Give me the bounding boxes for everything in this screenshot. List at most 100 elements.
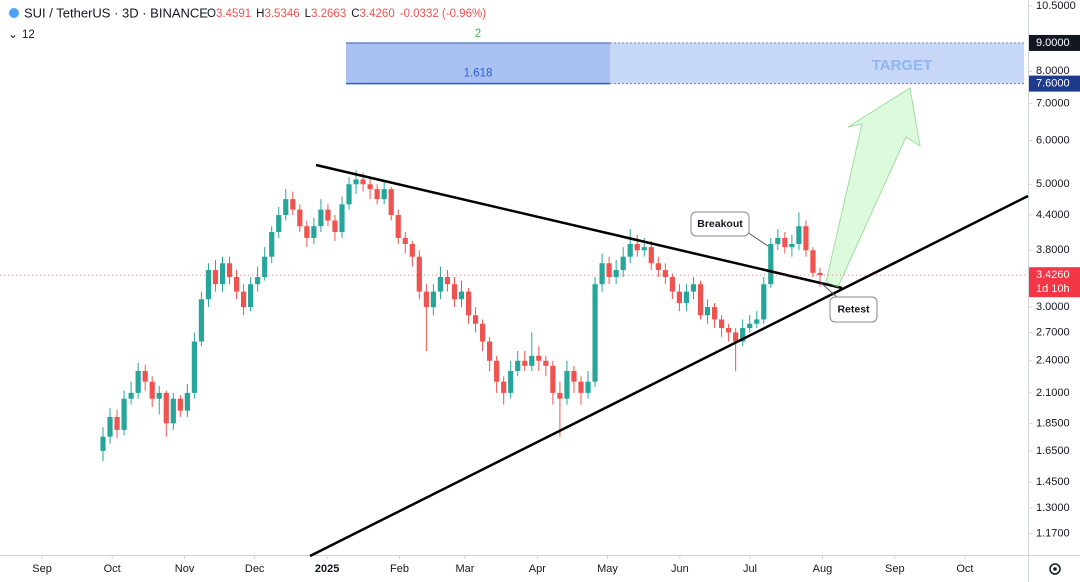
candle-body xyxy=(634,244,640,251)
candle-body xyxy=(648,247,654,264)
candle-body xyxy=(325,209,331,221)
candle-body xyxy=(163,392,169,424)
candle-body xyxy=(494,360,500,382)
candle-body xyxy=(114,416,120,430)
candle-body xyxy=(796,226,802,245)
candle-body xyxy=(100,436,106,451)
candle-body xyxy=(775,237,781,245)
settings-icon[interactable] xyxy=(1049,563,1061,575)
y-tick-label: 1.4500 xyxy=(1036,476,1070,488)
candle-body xyxy=(212,270,219,285)
candle-body xyxy=(233,277,240,292)
ohlc-value: 3.2663 xyxy=(311,8,346,20)
candle-body xyxy=(761,284,767,320)
y-tick-label: 1.1700 xyxy=(1036,527,1070,539)
candle-body xyxy=(205,270,212,300)
candle-body xyxy=(655,263,661,271)
candle-body xyxy=(571,370,577,382)
candle-body xyxy=(191,341,197,393)
candle-body xyxy=(726,328,732,333)
candle-body xyxy=(620,256,626,271)
candle-body xyxy=(768,244,774,285)
candle-body xyxy=(170,398,176,424)
x-tick-label: Oct xyxy=(956,563,973,575)
x-tick-label: Mar xyxy=(455,563,474,575)
candle-body xyxy=(198,299,205,342)
candle-body xyxy=(508,370,514,393)
candle-body xyxy=(789,244,795,248)
candle-body xyxy=(430,291,436,308)
candle-body xyxy=(451,284,458,300)
candle-body xyxy=(156,392,162,399)
x-tick-label: Sep xyxy=(32,563,52,575)
candle-body xyxy=(255,277,261,285)
fib-zone xyxy=(346,42,1024,84)
y-tick-label: 1.6500 xyxy=(1036,445,1070,457)
y-tick-label: 3.0000 xyxy=(1036,301,1070,313)
countdown-label: 1d 10h xyxy=(1036,283,1070,295)
candle-body xyxy=(718,319,725,329)
ohlc-key: H xyxy=(256,8,264,20)
candle-body xyxy=(374,189,380,200)
candle-body xyxy=(606,263,612,278)
candle-body xyxy=(550,365,556,393)
y-tick-label: 6.0000 xyxy=(1036,134,1070,146)
candle-body xyxy=(318,209,324,227)
price-tag xyxy=(1029,75,1080,92)
change-value: -0.0332 (-0.96%) xyxy=(400,8,486,20)
candles xyxy=(100,170,823,462)
price-tag-label: 7.6000 xyxy=(1036,78,1070,90)
x-tick-label: Apr xyxy=(529,563,546,575)
candle-body xyxy=(803,226,809,251)
callout-pointer xyxy=(819,281,839,299)
candle-body xyxy=(690,284,697,292)
candle-body xyxy=(704,307,711,316)
candle-body xyxy=(121,398,127,430)
candle-body xyxy=(472,315,479,324)
candle-body xyxy=(388,189,394,216)
candle-body xyxy=(346,184,352,205)
candle-body xyxy=(817,272,823,276)
y-tick-label: 8.0000 xyxy=(1036,65,1070,77)
candle-body xyxy=(339,204,345,232)
candle-body xyxy=(226,263,233,278)
ohlc-value: 3.4260 xyxy=(360,8,395,20)
breakout-label: Breakout xyxy=(697,218,743,230)
candle-body xyxy=(437,277,444,292)
candle-body xyxy=(515,360,521,371)
candle-body xyxy=(304,226,310,238)
fib-extension: 2 1.618 xyxy=(346,28,1024,85)
candle-body xyxy=(662,270,668,278)
candle-body xyxy=(416,256,422,292)
candle-body xyxy=(297,209,303,227)
candle-body xyxy=(599,263,605,285)
y-tick-label: 7.0000 xyxy=(1036,97,1070,109)
indicator-toggle[interactable]: ⌄ xyxy=(8,27,18,41)
candle-body xyxy=(578,381,584,393)
candle-body xyxy=(367,184,373,190)
candle-body xyxy=(107,416,113,437)
price-tag-label: 9.0000 xyxy=(1036,37,1070,49)
y-tick-label: 4.4000 xyxy=(1036,209,1070,221)
candle-body xyxy=(479,323,486,342)
ohlc-legend: O3.4591 H3.5346 L3.2663 C3.4260 -0.0332 (-0.… xyxy=(207,8,486,20)
candle-body xyxy=(536,355,542,361)
candle-body xyxy=(395,215,401,238)
candle-body xyxy=(423,291,429,308)
candle-body xyxy=(142,370,148,382)
candle-body xyxy=(409,244,415,257)
last-price-tag xyxy=(1029,267,1080,298)
candle-body xyxy=(332,220,338,232)
ohlc-value: 3.5346 xyxy=(264,8,299,20)
candle-body xyxy=(276,215,282,232)
x-tick-label: Sep xyxy=(885,563,905,575)
candle-body xyxy=(128,392,134,399)
y-tick-label: 2.4000 xyxy=(1036,355,1070,367)
candle-body xyxy=(683,291,690,304)
candle-body xyxy=(557,392,563,399)
candle-body xyxy=(248,284,254,308)
candle-body xyxy=(782,237,788,248)
